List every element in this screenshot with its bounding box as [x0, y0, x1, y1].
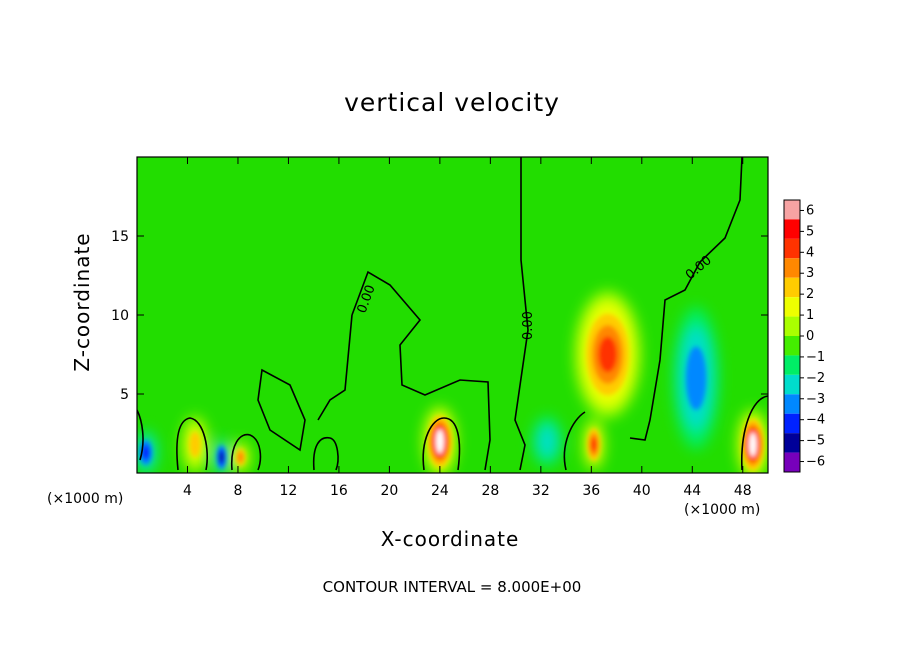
colorbar-swatch: [784, 374, 800, 395]
contour-line: [514, 157, 529, 471]
contour-line: [312, 436, 339, 471]
colorbar-swatch: [784, 297, 800, 317]
plot-area: 0.00 0.00 0.00: [137, 157, 768, 473]
colorbar-swatch: [784, 238, 800, 259]
colorbar-tick-label: 0: [806, 329, 814, 344]
contour-line: [137, 409, 144, 461]
x-unit-left: (×1000 m): [47, 491, 124, 507]
contour-line: [176, 417, 209, 471]
colorbar-swatch: [784, 277, 800, 298]
colorbar-tick-label: −4: [806, 413, 825, 428]
x-tick-label: 28: [481, 483, 499, 499]
colorbar-tick-label: 6: [806, 203, 814, 218]
contour-line: [257, 368, 306, 452]
colorbar-swatch: [784, 219, 800, 239]
colorbar-swatch: [784, 200, 800, 220]
x-tick-label: 32: [532, 483, 550, 499]
colorbar-tick-label: −5: [806, 434, 825, 449]
contour-line: [629, 157, 743, 441]
x-tick-label: 4: [183, 483, 192, 499]
x-tick-label: 40: [633, 483, 651, 499]
contour-line: [422, 417, 461, 471]
contour-label: 0.00: [521, 311, 536, 340]
contour-line: [317, 314, 353, 421]
colorbar-swatch: [784, 452, 800, 472]
x-tick-label: 20: [380, 483, 398, 499]
colorbar-tick-label: −6: [806, 455, 825, 470]
x-tick-label: 44: [683, 483, 701, 499]
colorbar-tick-label: −2: [806, 371, 825, 386]
velocity-core: [435, 429, 444, 454]
colorbar-tick-label: −3: [806, 392, 825, 407]
colorbar-swatch: [784, 413, 800, 434]
velocity-cell: [141, 444, 150, 461]
colorbar-swatch: [784, 394, 800, 414]
velocity-cell: [685, 346, 707, 410]
x-tick-label: 12: [280, 483, 298, 499]
contour-line: [563, 411, 586, 471]
zero-contours: [137, 157, 768, 471]
colorbar-swatch: [784, 336, 800, 356]
velocity-core: [749, 432, 757, 457]
colorbar-tick-label: 4: [806, 245, 814, 260]
y-tick-label: 5: [120, 387, 129, 403]
colorbar-swatch: [784, 355, 800, 375]
velocity-cell: [189, 431, 201, 458]
x-tick-label: 8: [233, 483, 242, 499]
colorbar-tick-label: 2: [806, 287, 814, 302]
velocity-cell: [237, 451, 244, 463]
colorbar-swatch: [784, 258, 800, 278]
x-tick-label: 36: [582, 483, 600, 499]
velocity-cell: [590, 437, 597, 452]
colorbar-swatch: [784, 433, 800, 453]
x-tick-label: 48: [734, 483, 752, 499]
x-tick-label: 16: [330, 483, 348, 499]
y-ticks: 5 10 15: [111, 229, 768, 403]
x-unit-right: (×1000 m): [684, 502, 761, 518]
x-tick-label: 24: [431, 483, 449, 499]
colorbar-tick-label: 1: [806, 308, 814, 323]
velocity-cell: [598, 336, 618, 373]
contour-line: [351, 270, 491, 471]
colorbar-swatch: [784, 316, 800, 336]
contour-line: [741, 395, 768, 471]
x-ticks: 4 8 12 16 20 24 28 32 36 40 44 48: [183, 157, 752, 499]
colorbar-tick-label: 5: [806, 224, 814, 239]
colorbar-tick-label: −1: [806, 350, 825, 365]
colorbar: 6 5 4 3 2 1 0 −1 −2 −3 −4 −5 −6: [783, 199, 825, 473]
chart-title: vertical velocity: [344, 88, 560, 117]
velocity-cell: [219, 451, 224, 463]
velocity-cell: [537, 425, 557, 457]
y-tick-label: 10: [111, 308, 129, 324]
contour-line: [230, 433, 262, 471]
x-axis-label: X-coordinate: [380, 527, 520, 551]
colorbar-tick-label: 3: [806, 266, 814, 281]
contour-interval-label: CONTOUR INTERVAL = 8.000E+00: [322, 578, 582, 596]
y-tick-label: 15: [111, 229, 129, 245]
